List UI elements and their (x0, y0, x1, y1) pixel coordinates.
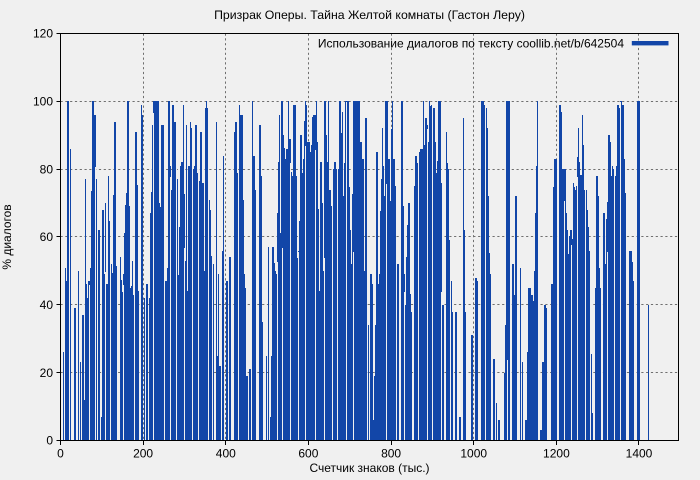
svg-text:1200: 1200 (543, 447, 570, 461)
svg-text:400: 400 (216, 447, 236, 461)
svg-text:0: 0 (46, 434, 53, 448)
svg-text:120: 120 (33, 27, 53, 41)
svg-text:% диалогов: % диалогов (0, 204, 14, 269)
svg-text:0: 0 (57, 447, 64, 461)
svg-text:100: 100 (33, 95, 53, 109)
svg-text:200: 200 (133, 447, 153, 461)
svg-text:80: 80 (40, 162, 54, 176)
svg-text:Призрак Оперы. Тайна Желтой ко: Призрак Оперы. Тайна Желтой комнаты (Гас… (214, 8, 525, 22)
svg-text:Счетчик знаков (тыс.): Счетчик знаков (тыс.) (309, 461, 429, 475)
svg-text:40: 40 (40, 298, 54, 312)
svg-text:1400: 1400 (626, 447, 653, 461)
svg-text:Использование диалогов по текс: Использование диалогов по тексту coollib… (318, 37, 624, 51)
svg-text:60: 60 (40, 230, 54, 244)
svg-text:800: 800 (381, 447, 401, 461)
svg-text:600: 600 (298, 447, 318, 461)
svg-text:20: 20 (40, 366, 54, 380)
svg-text:1000: 1000 (460, 447, 487, 461)
